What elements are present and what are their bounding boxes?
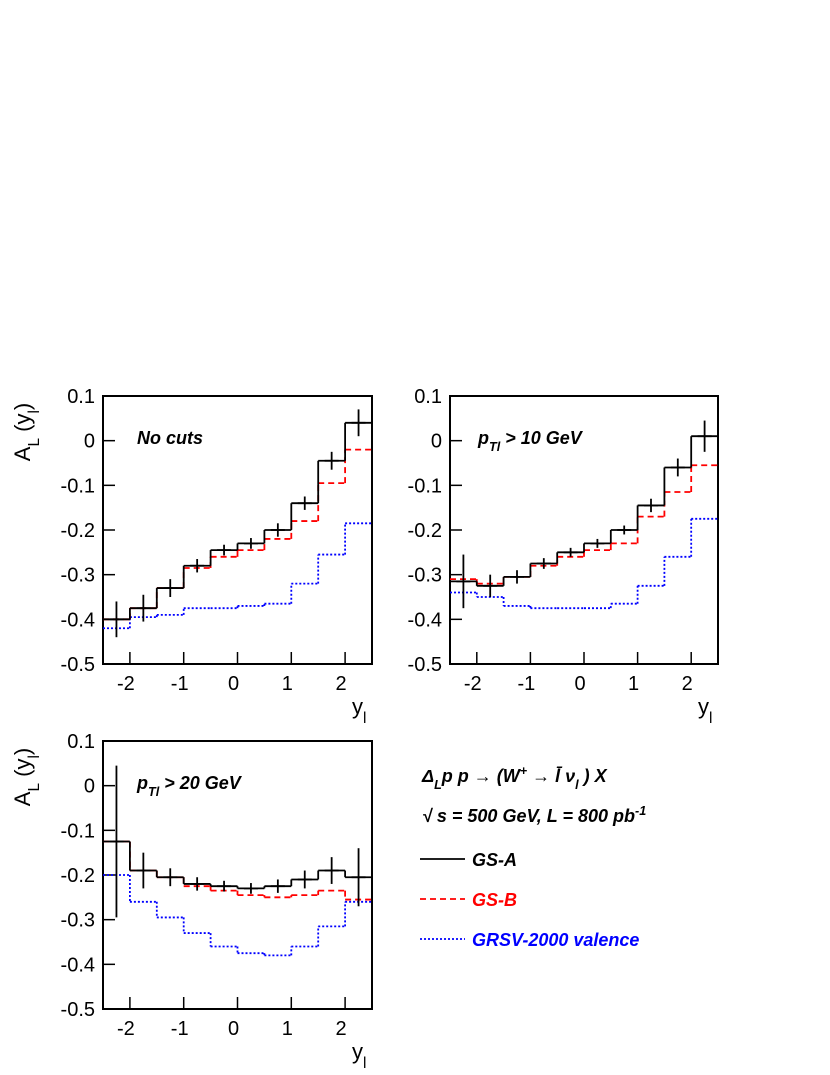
y-tick-label: 0	[431, 431, 442, 453]
x-tick-label: 1	[282, 1018, 293, 1040]
y-tick-label: -0.1	[61, 475, 95, 497]
annotation-part: √ s = 500 GeV, L = 800 pb	[422, 806, 635, 826]
y-tick-label: -0.2	[408, 520, 442, 542]
annotation-part: p p → (W	[441, 766, 522, 786]
annotation-part: Δ	[421, 766, 434, 786]
annotation-part: L	[434, 778, 442, 792]
annotation-part: +	[520, 764, 528, 778]
panel-label-part: Tl	[489, 440, 501, 454]
y-axis-title-part: l	[26, 755, 43, 758]
annotation-part: → l̄ ν	[527, 766, 575, 786]
annotation: ΔLp p → (W+ → l̄ νl ) X	[421, 764, 608, 792]
x-tick-label: 2	[682, 673, 693, 695]
y-tick-label: 0	[84, 431, 95, 453]
x-axis-title: yl	[698, 694, 712, 727]
x-tick-label: 1	[282, 673, 293, 695]
x-axis-title-part: l	[709, 710, 712, 727]
y-axis-title-part: (y	[10, 759, 35, 783]
y-tick-label: 0.1	[67, 731, 95, 753]
legend-label: GS-A	[472, 850, 517, 870]
y-tick-label: -0.3	[61, 565, 95, 587]
legend-label: GS-B	[472, 890, 517, 910]
y-axis-title-part: L	[26, 438, 43, 447]
y-axis-title-part: (y	[10, 414, 35, 438]
x-tick-label: 0	[574, 673, 585, 695]
y-tick-label: -0.5	[61, 999, 95, 1021]
y-tick-label: 0.1	[414, 386, 442, 408]
panel-label: No cuts	[137, 428, 203, 448]
x-axis-title: yl	[352, 694, 366, 727]
x-tick-label: -2	[117, 673, 135, 695]
x-tick-label: -1	[171, 1018, 189, 1040]
panel-label-part: No cuts	[137, 428, 203, 448]
x-tick-label: 2	[336, 1018, 347, 1040]
y-axis-title-part: l	[26, 410, 43, 413]
y-tick-label: -0.4	[408, 609, 442, 631]
x-tick-label: 1	[628, 673, 639, 695]
panel-label: pTl > 20 GeV	[136, 773, 243, 799]
y-tick-label: -0.1	[408, 475, 442, 497]
x-tick-label: -1	[518, 673, 536, 695]
y-tick-label: -0.2	[61, 520, 95, 542]
y-tick-label: -0.3	[61, 910, 95, 932]
y-axis-title-part: A	[10, 791, 35, 806]
y-tick-label: -0.2	[61, 865, 95, 887]
y-axis-title-part: )	[10, 403, 35, 410]
x-tick-label: -2	[117, 1018, 135, 1040]
y-tick-label: -0.5	[408, 654, 442, 676]
y-tick-label: -0.5	[61, 654, 95, 676]
y-axis-title-part: A	[10, 446, 35, 461]
x-tick-label: 0	[228, 673, 239, 695]
x-axis-title: yl	[352, 1039, 366, 1072]
annotation: √ s = 500 GeV, L = 800 pb-1	[422, 804, 646, 826]
x-axis-title-part: l	[363, 1055, 366, 1072]
panel-label-part: > 10 GeV	[500, 428, 584, 448]
x-axis-title-part: y	[352, 1039, 363, 1064]
y-tick-label: -0.4	[61, 954, 95, 976]
y-tick-label: 0.1	[67, 386, 95, 408]
annotation-part: -1	[635, 804, 646, 818]
plot-frame	[449, 395, 719, 665]
legend-label: GRSV-2000 valence	[472, 930, 639, 950]
panel-label: pTl > 10 GeV	[477, 428, 584, 454]
x-tick-label: -1	[171, 673, 189, 695]
x-axis-title-part: y	[352, 694, 363, 719]
y-tick-label: -0.1	[61, 820, 95, 842]
y-axis-title: AL (yl)	[10, 748, 43, 806]
y-axis-title-part: )	[10, 748, 35, 755]
x-axis-title-part: l	[363, 710, 366, 727]
x-tick-label: 0	[228, 1018, 239, 1040]
y-axis-title-part: L	[26, 783, 43, 792]
y-tick-label: 0	[84, 776, 95, 798]
panel-label-part: > 20 GeV	[159, 773, 243, 793]
x-axis-title-part: y	[698, 694, 709, 719]
annotation-part: l	[575, 778, 579, 792]
y-tick-label: -0.3	[408, 565, 442, 587]
annotation-part: ) X	[579, 766, 608, 786]
panel-label-part: p	[136, 773, 148, 793]
y-axis-title: AL (yl)	[10, 403, 43, 461]
y-tick-label: -0.4	[61, 609, 95, 631]
panel-label-part: Tl	[148, 785, 160, 799]
panel-label-part: p	[477, 428, 489, 448]
x-tick-label: 2	[336, 673, 347, 695]
x-tick-label: -2	[464, 673, 482, 695]
